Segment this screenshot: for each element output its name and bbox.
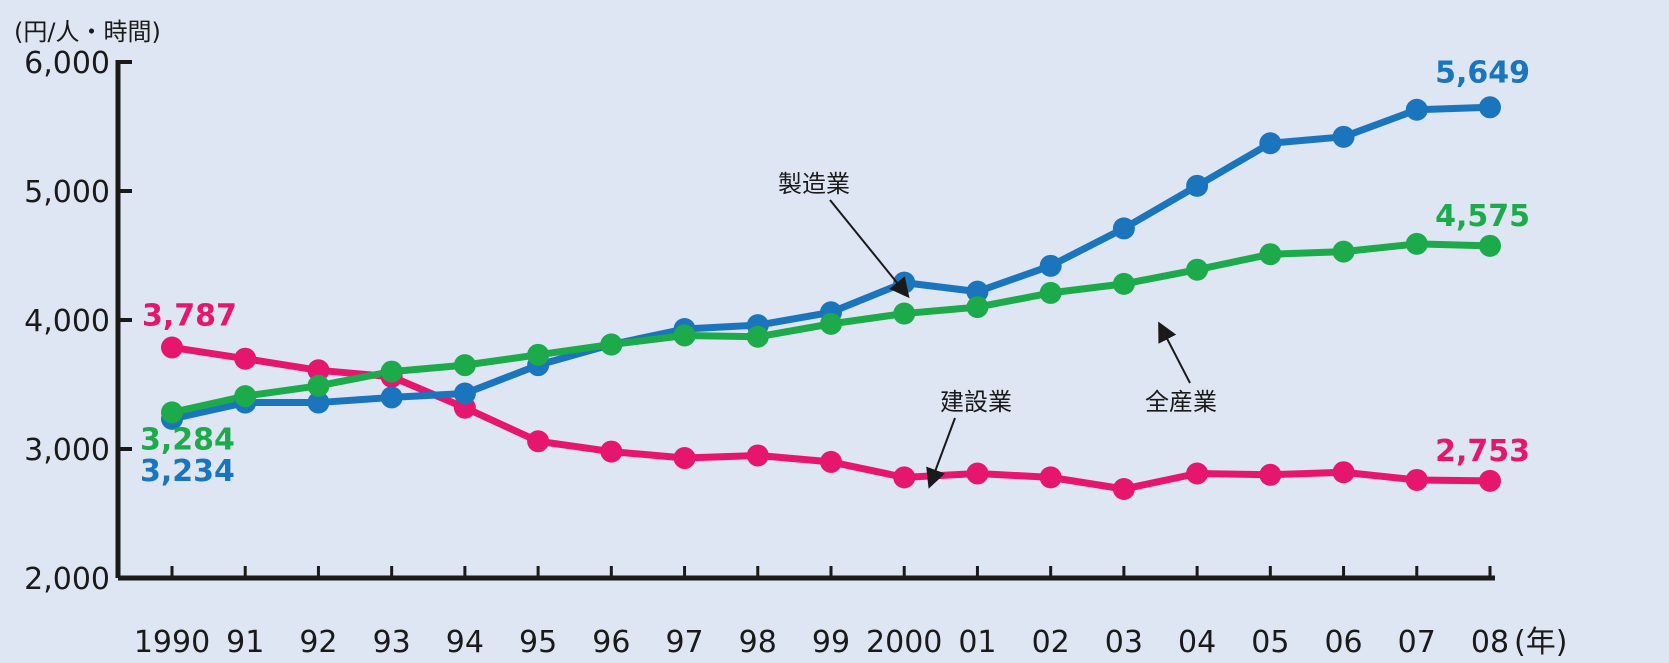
y-tick-label: 5,000 [24, 175, 110, 210]
data-point [1039, 466, 1062, 489]
data-point [1039, 281, 1062, 304]
x-tick-label: 98 [739, 625, 777, 660]
x-tick-label: 96 [592, 625, 630, 660]
axes: 2,000 3,000 4,000 5,000 6,000 1990 91 92 93 94 95 9… [24, 46, 1567, 660]
data-point [1332, 240, 1355, 263]
data-point [966, 280, 989, 303]
end-value-label: 5,649 [1435, 55, 1530, 90]
data-point [527, 430, 550, 453]
x-tick-label: 07 [1398, 625, 1436, 660]
x-tick-label: 94 [446, 625, 484, 660]
series-name-construction: 建設業 [940, 388, 1012, 416]
data-point [1479, 96, 1501, 119]
series-points [161, 96, 1501, 500]
data-point [1112, 272, 1135, 295]
x-tick-label: 2000 [866, 625, 942, 660]
data-point [1405, 98, 1428, 121]
data-point [453, 354, 476, 377]
data-point [673, 447, 696, 470]
data-point [307, 374, 330, 397]
data-point [161, 401, 183, 424]
end-value-label: 4,575 [1435, 199, 1530, 234]
data-point [380, 360, 403, 383]
data-point [1186, 462, 1209, 485]
data-point [307, 359, 330, 382]
start-value-label: 3,234 [140, 454, 235, 489]
data-point [1259, 463, 1282, 486]
data-point [893, 302, 916, 325]
data-point [527, 343, 550, 366]
data-point [234, 385, 257, 408]
y-tick-label: 2,000 [24, 562, 110, 597]
value-labels: 3,787 2,753 3,234 5,649 3,284 4,575 [140, 55, 1530, 489]
series-name-manufacturing: 製造業 [778, 170, 850, 198]
data-point [307, 391, 330, 414]
x-tick-label: 05 [1251, 625, 1289, 660]
x-tick-label: 06 [1324, 625, 1362, 660]
data-point [1405, 468, 1428, 491]
data-point [1332, 461, 1355, 484]
data-point [1479, 234, 1501, 257]
data-point [1186, 174, 1209, 197]
data-point [600, 333, 623, 356]
start-value-label: 3,787 [142, 298, 237, 333]
annotation-construction: 建設業 [926, 388, 1012, 489]
data-point [453, 382, 476, 405]
x-tick-label: 04 [1178, 625, 1216, 660]
x-tick-label: 03 [1105, 625, 1143, 660]
data-point [746, 444, 769, 467]
x-tick-label: 97 [665, 625, 703, 660]
annotation-manufacturing: 製造業 [778, 170, 910, 299]
x-tick-label: 01 [958, 625, 996, 660]
data-point [1112, 477, 1135, 500]
data-point [161, 336, 183, 359]
data-point [1332, 125, 1355, 148]
x-tick-label: 91 [226, 625, 264, 660]
data-point [1039, 254, 1062, 277]
data-point [966, 296, 989, 319]
data-point [820, 312, 842, 335]
data-point [893, 466, 916, 489]
data-point [1259, 132, 1282, 155]
data-point [1259, 243, 1282, 266]
end-value-label: 2,753 [1435, 434, 1530, 469]
x-tick-label: 1990 [134, 625, 210, 660]
annotation-arrow [926, 417, 956, 489]
annotation-arrow [829, 199, 910, 299]
annotation-all-industries: 全産業 [1145, 321, 1217, 416]
x-axis-unit-label: (年) [1514, 625, 1567, 660]
data-point [673, 324, 696, 347]
series-lines [168, 103, 1494, 493]
x-tick-label: 95 [519, 625, 557, 660]
x-tick-label: 92 [299, 625, 337, 660]
data-point [1112, 217, 1135, 240]
x-tick-label: 99 [812, 625, 850, 660]
x-tick-label: 93 [373, 625, 411, 660]
y-tick-label: 4,000 [24, 304, 110, 339]
annotation-arrow [1158, 321, 1191, 384]
data-point [1479, 469, 1501, 492]
data-point [966, 462, 989, 485]
data-point [820, 450, 842, 473]
data-point [600, 440, 623, 463]
y-axis-unit-label: (円/人・時間) [14, 18, 161, 46]
data-point [746, 325, 769, 348]
series-name-all-industries: 全産業 [1145, 388, 1217, 416]
y-tick-label: 3,000 [24, 433, 110, 468]
data-point [234, 347, 257, 370]
data-point [380, 386, 403, 409]
start-value-label: 3,284 [140, 422, 235, 457]
x-tick-label: 08 [1471, 625, 1509, 660]
y-tick-label: 6,000 [24, 46, 110, 81]
data-point [1186, 258, 1209, 281]
x-tick-label: 02 [1032, 625, 1070, 660]
data-point [1405, 232, 1428, 255]
